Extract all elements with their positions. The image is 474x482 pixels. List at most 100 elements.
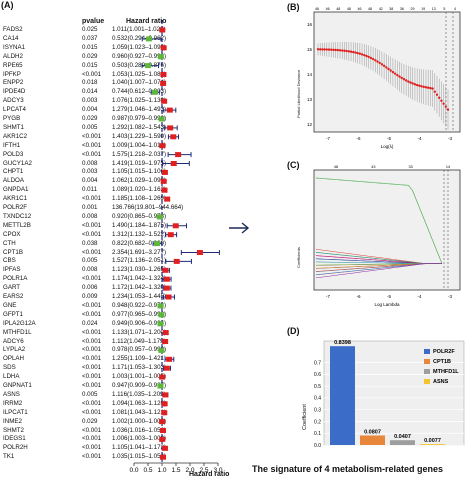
ytick-label: 0.4: [314, 396, 321, 402]
gene-label: CA14: [3, 34, 19, 42]
deviance-point: [426, 86, 430, 89]
hazard-ratio-cell: 1.403(1.229–1.590): [112, 132, 167, 140]
deviance-point: [424, 86, 428, 89]
gene-label: GNPDA1: [3, 186, 29, 194]
pvalue-cell: 0.008: [82, 266, 98, 274]
deviance-point: [367, 55, 370, 59]
gene-label: ADCY3: [3, 97, 24, 105]
point-estimate: [154, 241, 161, 247]
panel-b-xtick: -5: [387, 136, 391, 141]
hazard-ratio-cell: 1.279(1.046–1.493): [112, 106, 167, 114]
point-estimate: [159, 419, 166, 425]
deviance-point: [404, 79, 408, 82]
hazard-ratio-cell: 1.006(1.003–1.009): [112, 435, 167, 443]
panel-b-ytick: 15: [307, 47, 313, 52]
panel-b-ytick: 13: [307, 97, 313, 102]
hazard-ratio-cell: 0.949(0.906–0.994): [112, 319, 167, 327]
gene-label: POLR2F: [3, 204, 28, 211]
gene-label: ALDOA: [3, 177, 24, 185]
deviance-point: [363, 53, 366, 57]
forest-xtick-label: 2.0: [185, 467, 194, 474]
point-estimate: [170, 161, 177, 166]
hazard-ratio-cell: 0.987(0.979–0.996): [112, 115, 167, 122]
legend-label: POLR2F: [433, 349, 455, 355]
deviance-point: [336, 48, 340, 52]
pvalue-cell: <0.001: [82, 435, 102, 443]
gene-label: POLR1A: [3, 275, 28, 283]
pvalue-cell: <0.001: [82, 221, 102, 229]
point-estimate: [160, 178, 167, 184]
pvalue-cell: 0.005: [82, 257, 98, 265]
hazard-ratio-cell: 1.292(1.082–1.543): [112, 123, 167, 131]
hazard-ratio-cell: 1.116(1.035–1.209): [112, 390, 166, 398]
hazard-ratio-cell: 1.009(1.004–1.014): [112, 141, 167, 149]
pvalue-cell: 0.029: [82, 417, 98, 425]
deviance-point: [407, 80, 410, 83]
point-estimate: [160, 72, 167, 77]
gene-label: SDS: [3, 364, 16, 372]
legend-label: ASNS: [433, 379, 449, 385]
point-estimate: [160, 45, 167, 51]
legend-swatch: [424, 369, 430, 374]
legend-label: CPT1B: [433, 359, 451, 365]
panel-c-xtick: -5: [387, 294, 391, 299]
pvalue-cell: 0.004: [82, 177, 98, 185]
hazard-ratio-cell: 1.185(1.108–1.269): [112, 195, 167, 203]
panel-b-ytick: 14: [307, 72, 313, 77]
point-estimate: [157, 321, 164, 327]
pvalue-cell: 0.037: [82, 34, 98, 42]
point-estimate: [163, 285, 170, 291]
pvalue-cell: <0.001: [82, 444, 102, 452]
gene-label: IFTH1: [3, 141, 21, 149]
gene-label: CBS: [3, 257, 16, 265]
hazard-ratio-cell: 1.490(1.184–1.875): [112, 221, 167, 229]
panel-c-top-tick: 14: [446, 165, 450, 169]
deviance-point: [338, 49, 342, 52]
panel-b-top-tick: 19: [421, 7, 425, 11]
panel-c-xlabel: Log Lambda: [374, 302, 400, 307]
forest-xtick-label: 0.5: [143, 467, 152, 474]
gene-label: ADCY6: [3, 337, 24, 345]
pvalue-cell: 0.029: [82, 52, 98, 60]
point-estimate: [156, 214, 163, 220]
point-estimate: [162, 392, 169, 398]
gene-label: CTH: [3, 239, 16, 247]
hazard-ratio-cell: 1.312(1.132–1.522): [112, 230, 167, 238]
pvalue-cell: 0.024: [82, 319, 98, 327]
hazard-ratio-cell: 1.076(1.025–1.130): [112, 97, 167, 105]
pvalue-cell: 0.003: [82, 97, 98, 105]
deviance-point: [334, 48, 337, 52]
pvalue-cell: <0.001: [82, 373, 102, 381]
gene-label: TXNDC12: [3, 212, 32, 220]
gene-label: IDEGS1: [3, 435, 26, 443]
deviance-point: [330, 48, 333, 51]
pvalue-cell: <0.001: [82, 150, 102, 158]
point-estimate: [172, 223, 179, 229]
point-estimate: [159, 27, 166, 33]
pvalue-cell: <0.001: [82, 426, 102, 434]
hazard-ratio-cell: 0.978(0.957–0.990): [112, 346, 167, 354]
deviance-point: [393, 72, 397, 75]
deviance-point: [327, 48, 331, 51]
hazard-ratio-cell: 1.171(1.053–1.303): [112, 364, 167, 372]
panel-b-xtick: -4: [417, 136, 421, 141]
panel-c-xtick: -6: [356, 294, 360, 299]
point-estimate: [166, 107, 173, 113]
gene-label: POLD3: [3, 150, 24, 158]
ytick-label: 0.2: [314, 419, 321, 425]
hazard-ratio-cell: 0.822(0.682–0.990): [112, 239, 167, 247]
hazard-ratio-cell: 2.354(1.691–3.277): [112, 248, 167, 256]
pvalue-cell: <0.001: [82, 275, 102, 283]
hazard-ratio-cell: 0.977(0.965–0.990): [112, 310, 167, 318]
coef-path: [315, 177, 443, 264]
pvalue-cell: <0.001: [82, 70, 102, 78]
gene-label: CPOX: [3, 230, 21, 238]
point-estimate: [145, 63, 152, 69]
hazard-ratio-cell: 1.094(1.063–1.126): [112, 399, 167, 407]
panel-d-title: The signature of 4 metabolism-related ge…: [252, 464, 444, 474]
pvalue-cell: 0.014: [82, 88, 98, 96]
panel-c-label: (C): [287, 160, 300, 170]
gene-label: OPLAH: [3, 355, 24, 363]
point-estimate: [196, 250, 203, 255]
deviance-point: [437, 96, 441, 99]
